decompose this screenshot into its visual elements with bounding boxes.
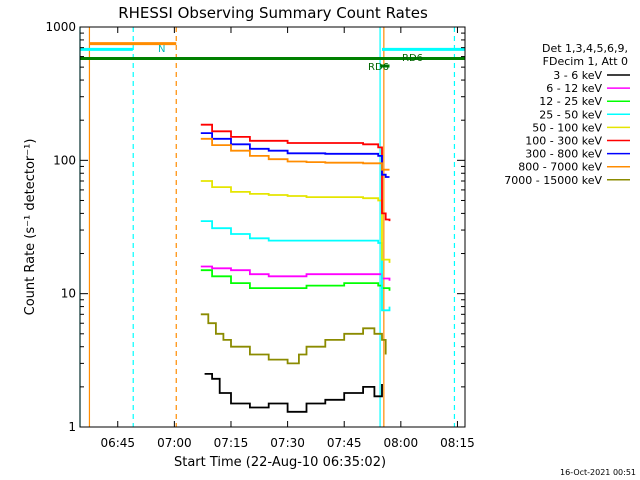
x-tick-label-2: 07:15 [214,436,249,450]
legend-label-5: 100 - 300 keV [525,135,602,148]
series-line-5 [200,123,391,222]
flag-label-rd6-top: RD6 [402,53,423,64]
timestamp: 16-Oct-2021 00:51 [560,468,636,477]
legend-label-1: 6 - 12 keV [546,82,602,95]
legend: Det 1,3,4,5,6,9, FDecim 1, Att 0 3 - 6 k… [504,42,630,187]
y-axis-label: Count Rate (s⁻¹ detector⁻¹) [23,139,38,316]
y-tick-label-3: 1000 [45,20,76,34]
series-line-8 [200,313,387,365]
x-tick-label-3: 07:30 [270,436,305,450]
x-axis-label: Start Time (22-Aug-10 06:35:02) [174,455,386,470]
x-axis-ticks: 06:45 07:00 07:15 07:30 07:45 08:00 08:15 [100,27,475,450]
series-line-3 [200,220,391,312]
plot-frame [79,26,466,428]
x-tick-label-4: 07:45 [327,436,362,450]
x-tick-label-5: 08:00 [384,436,419,450]
y-tick-label-1: 10 [61,287,76,301]
reference-lines-layer [79,27,465,427]
y-tick-label-0: 1 [68,420,76,434]
x-tick-label-6: 08:15 [440,436,475,450]
series-line-2 [200,269,391,291]
series-layer [200,123,391,413]
plot-area [79,26,466,428]
chart-title: RHESSI Observing Summary Count Rates [118,4,428,22]
flag-label-rd6-side: RD6 [368,62,389,73]
flag-label-n: N [158,44,165,55]
series-line-4 [200,180,391,263]
legend-label-0: 3 - 6 keV [553,69,602,82]
series-line-7 [200,137,390,171]
series-line-6 [200,132,390,178]
legend-label-7: 800 - 7000 keV [518,161,602,174]
y-axis-ticks: 1 10 100 1000 [45,20,465,434]
y-tick-label-2: 100 [53,153,76,167]
legend-header-2: FDecim 1, Att 0 [543,55,628,68]
series-line-1 [200,265,391,281]
x-tick-label-0: 06:45 [100,436,135,450]
legend-label-8: 7000 - 15000 keV [504,174,602,187]
x-tick-label-1: 07:00 [157,436,192,450]
series-line-0 [204,373,383,413]
legend-label-4: 50 - 100 keV [532,121,602,134]
legend-label-6: 300 - 800 keV [525,148,602,161]
legend-label-3: 25 - 50 keV [539,108,602,121]
legend-label-2: 12 - 25 keV [539,95,602,108]
legend-header-1: Det 1,3,4,5,6,9, [542,42,628,55]
